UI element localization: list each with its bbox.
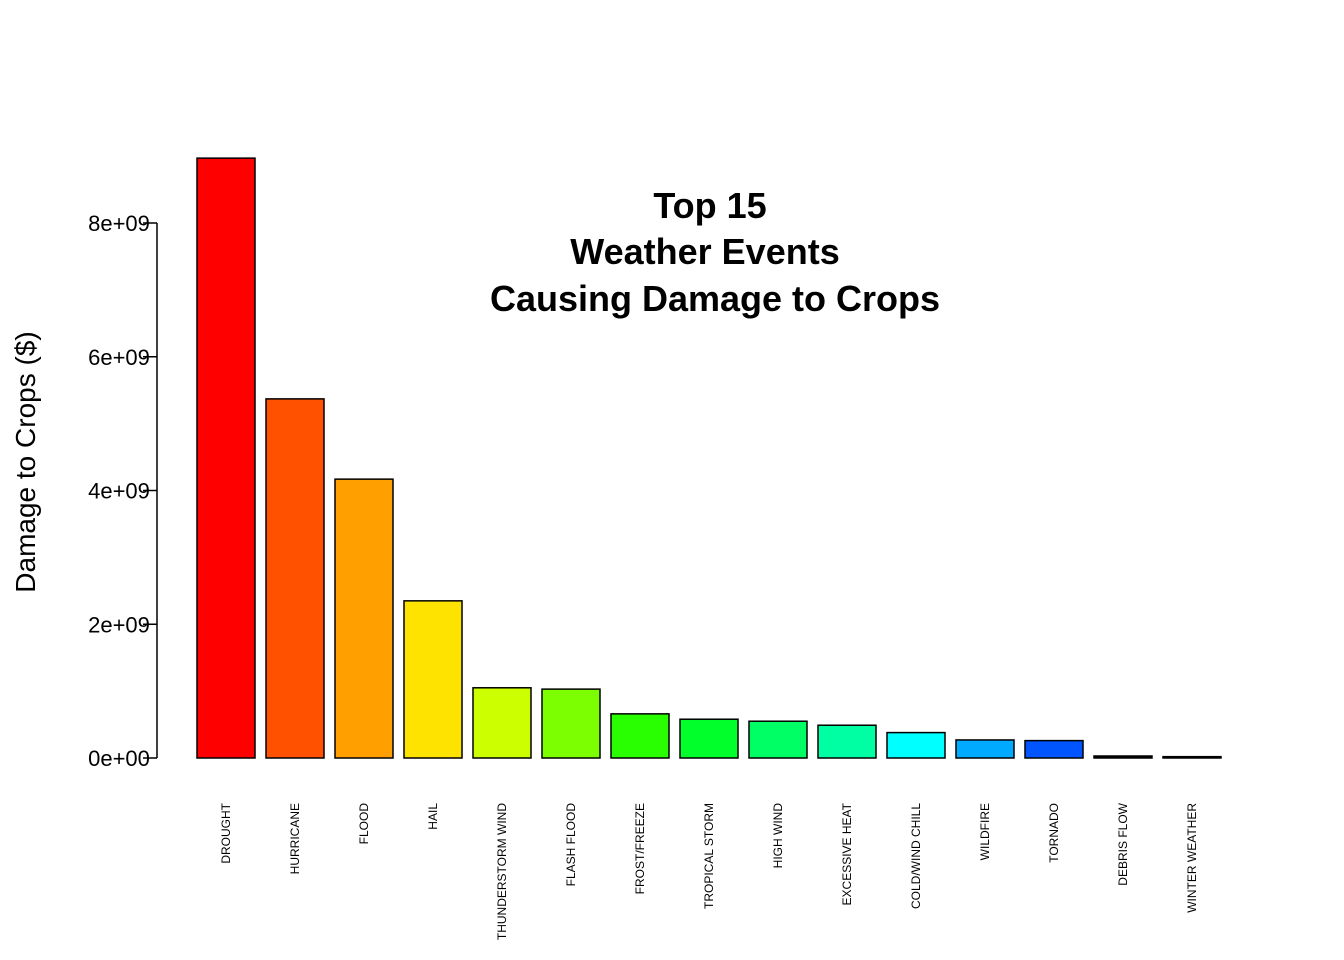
chart-title-line-1: Top 15	[653, 185, 766, 226]
x-tick-label: DEBRIS FLOW	[1116, 802, 1130, 885]
x-tick-label: HURRICANE	[288, 803, 302, 874]
y-tick-label: 6e+09	[88, 345, 150, 370]
y-tick-label: 4e+09	[88, 479, 150, 504]
bar-cold-wind-chill	[886, 731, 946, 759]
y-axis-label: Damage to Crops ($)	[10, 331, 41, 592]
bar-wildfire	[955, 739, 1015, 759]
bar-thunderstorm-wind	[472, 687, 532, 759]
bar-high-wind	[748, 720, 808, 759]
x-tick-label: FROST/FREEZE	[633, 803, 647, 894]
bar-flood	[334, 478, 394, 759]
y-axis: 0e+00 2e+09 4e+09 6e+09 8e+09	[88, 211, 158, 771]
bar-drought	[196, 157, 256, 759]
bar-excessive-heat	[817, 724, 877, 759]
x-tick-label: FLOOD	[357, 803, 371, 845]
x-tick-label: COLD/WIND CHILL	[909, 803, 923, 909]
x-tick-label: THUNDERSTORM WIND	[495, 803, 509, 940]
x-tick-label: FLASH FLOOD	[564, 803, 578, 887]
bars-group	[196, 157, 1222, 759]
bar-tornado	[1024, 739, 1084, 759]
y-tick-label: 2e+09	[88, 612, 150, 637]
x-tick-label: HAIL	[426, 803, 440, 830]
x-tick-label: WINTER WEATHER	[1185, 803, 1199, 913]
x-tick-labels: DROUGHT HURRICANE FLOOD HAIL THUNDERSTORM WI…	[219, 802, 1199, 940]
y-tick-label: 0e+00	[88, 746, 150, 771]
x-tick-label: HIGH WIND	[771, 803, 785, 869]
bar-tropical-storm	[679, 718, 739, 759]
bar-frost-freeze	[610, 713, 670, 759]
bar-debris-flow	[1093, 755, 1153, 759]
chart-title-line-3: Causing Damage to Crops	[490, 278, 940, 319]
x-tick-label: TORNADO	[1047, 803, 1061, 863]
y-tick-label: 8e+09	[88, 211, 150, 236]
x-tick-label: EXCESSIVE HEAT	[840, 802, 854, 905]
bar-flash-flood	[541, 688, 601, 759]
x-tick-label: TROPICAL STORM	[702, 803, 716, 909]
x-tick-label: WILDFIRE	[978, 803, 992, 860]
chart-title-line-2: Weather Events	[570, 231, 839, 272]
x-tick-label: DROUGHT	[219, 802, 233, 863]
bar-winter-weather	[1162, 755, 1222, 759]
bar-hail	[403, 600, 463, 759]
bar-hurricane	[265, 398, 325, 759]
chart-title: Top 15 Weather Events Causing Damage to …	[490, 185, 940, 319]
